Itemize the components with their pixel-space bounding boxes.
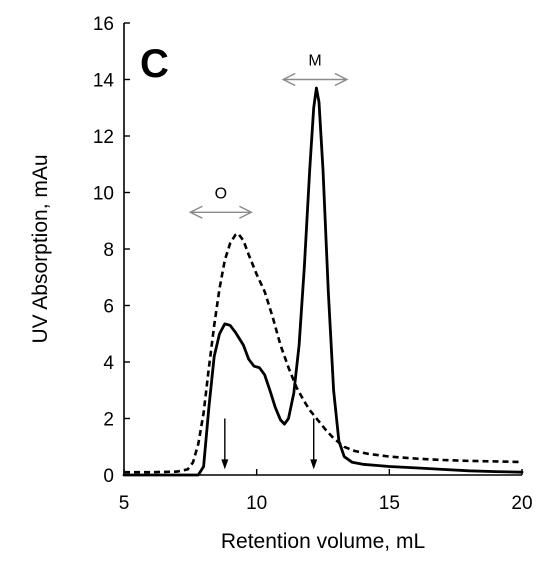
y-tick-label: 14 bbox=[93, 71, 115, 92]
x-tick-label: 15 bbox=[379, 493, 400, 514]
x-tick-label: 20 bbox=[511, 493, 532, 514]
y-tick-label: 8 bbox=[103, 240, 114, 261]
down-arrow-head bbox=[310, 459, 318, 470]
x-tick-label: 5 bbox=[119, 493, 130, 514]
down-arrow-head bbox=[221, 459, 229, 470]
x-ticks: 5 10 15 20 bbox=[119, 469, 533, 514]
panel-label: C bbox=[140, 42, 169, 86]
range-label-m: M bbox=[308, 53, 321, 70]
y-tick-label: 0 bbox=[103, 466, 114, 487]
x-tick-label: 10 bbox=[246, 493, 267, 514]
y-tick-label: 16 bbox=[93, 14, 114, 35]
y-axis-title: UV Absorption, mAu bbox=[29, 154, 52, 343]
y-tick-label: 2 bbox=[103, 410, 114, 431]
x-axis-title: Retention volume, mL bbox=[221, 530, 425, 553]
y-tick-label: 12 bbox=[93, 127, 114, 148]
range-arrow-head-right bbox=[334, 72, 349, 87]
y-tick-label: 6 bbox=[103, 297, 114, 318]
y-tick-label: 4 bbox=[103, 353, 114, 374]
y-tick-label: 10 bbox=[93, 184, 114, 205]
series-line-dashed bbox=[124, 232, 523, 474]
series-layer bbox=[122, 86, 524, 477]
y-ticks: 0 2 4 6 8 10 12 14 16 bbox=[93, 14, 130, 487]
range-arrow-head-left bbox=[281, 72, 296, 87]
range-arrow-head-right bbox=[239, 205, 253, 219]
range-label-o: O bbox=[215, 185, 227, 202]
range-arrow-head-left bbox=[188, 205, 203, 219]
annotation-layer: OM bbox=[188, 53, 349, 470]
series-line-solid bbox=[122, 86, 524, 477]
